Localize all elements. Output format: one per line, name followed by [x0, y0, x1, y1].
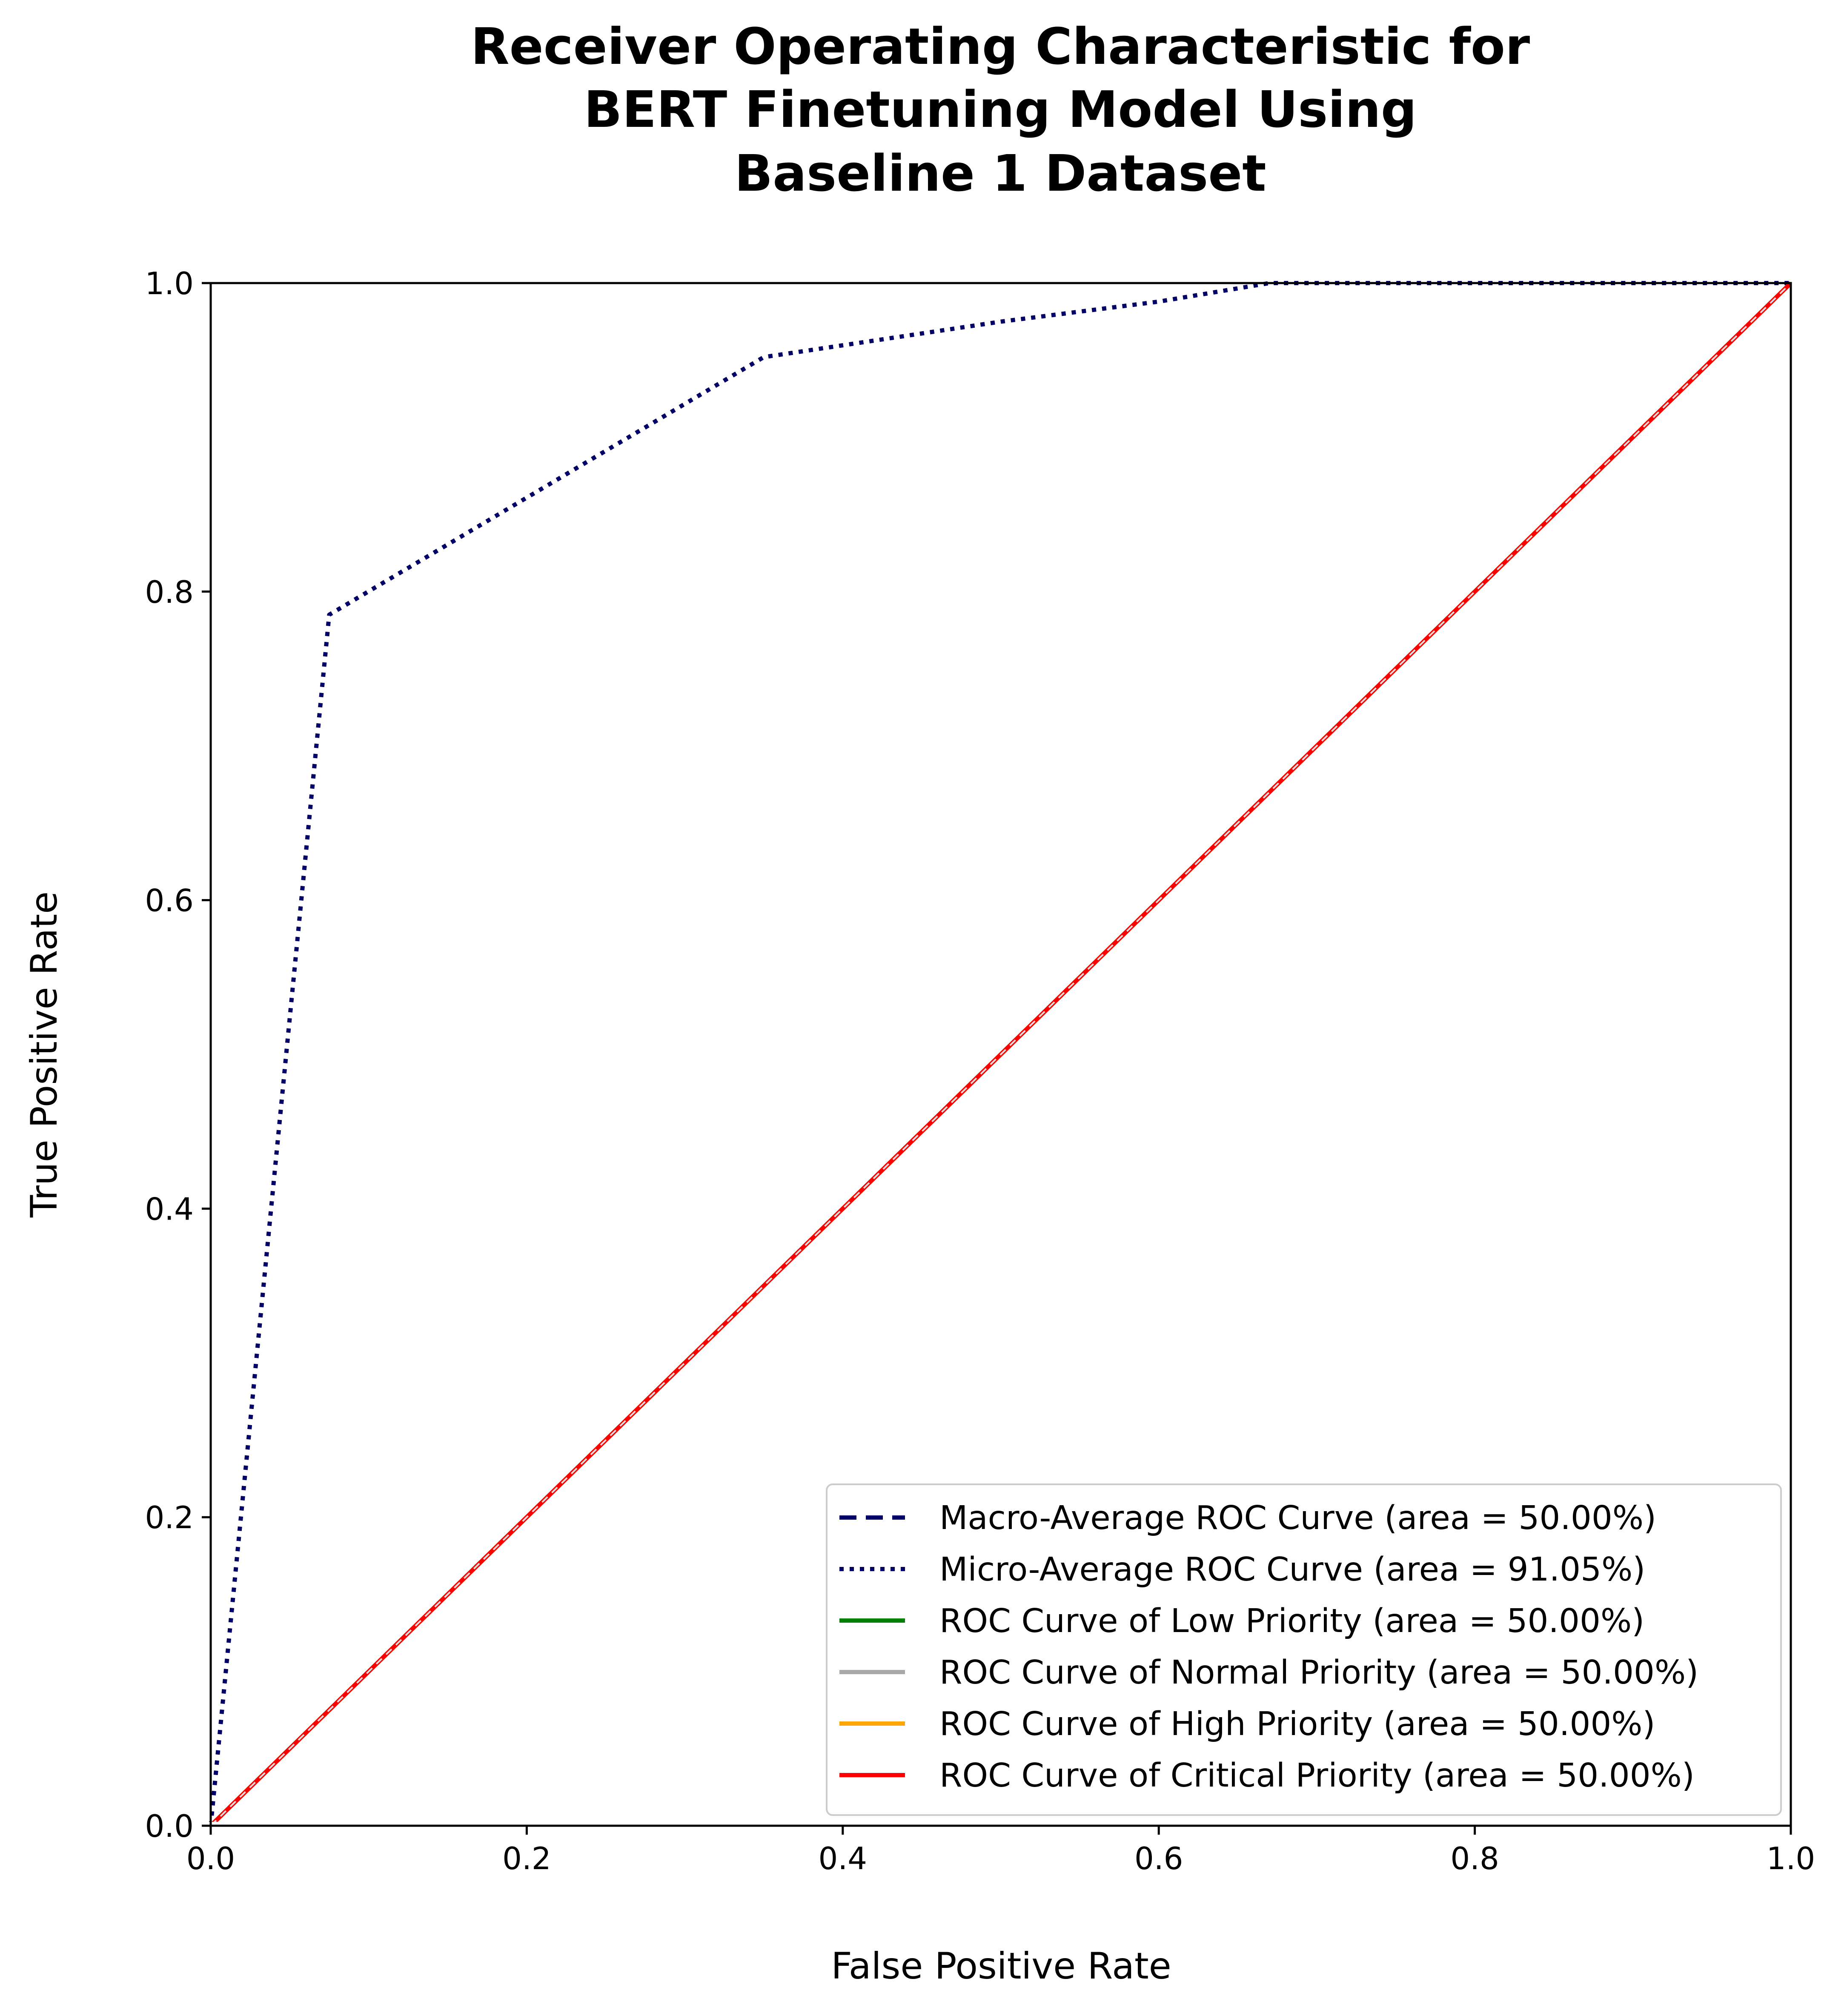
y-tick-label: 0.8: [145, 574, 194, 610]
y-tick-label: 1.0: [145, 266, 194, 301]
title-line-3: Baseline 1 Dataset: [734, 144, 1266, 203]
y-tick-label: 0.6: [145, 883, 194, 919]
x-tick-label: 0.6: [1134, 1841, 1183, 1876]
x-tick-label: 0.2: [502, 1841, 551, 1876]
legend-label-2: Micro-Average ROC Curve (area = 91.05%): [939, 1551, 1645, 1589]
y-tick-label: 0.4: [145, 1191, 194, 1227]
reference-line: [213, 282, 1790, 1822]
title-line-2: BERT Finetuning Model Using: [584, 80, 1417, 139]
x-tick-label: 0.8: [1450, 1841, 1499, 1876]
chart-title: Receiver Operating Characteristic for BE…: [471, 17, 1530, 203]
series-layer: [209, 281, 1790, 1822]
legend: Macro-Average ROC Curve (area = 50.00%) M…: [826, 1483, 1782, 1816]
y-axis-ticks: 0.0 0.2 0.4 0.6 0.8 1.0: [145, 266, 211, 1844]
legend-label-6: ROC Curve of Critical Priority (area = 5…: [939, 1757, 1695, 1795]
legend-label-4: ROC Curve of Normal Priority (area = 50.…: [939, 1654, 1698, 1692]
x-axis-ticks: 0.0 0.2 0.4 0.6 0.8 1.0: [186, 1826, 1816, 1876]
x-tick-label: 0.4: [819, 1841, 868, 1876]
legend-label-1: Macro-Average ROC Curve (area = 50.00%): [939, 1499, 1656, 1537]
x-tick-label: 0.0: [186, 1841, 235, 1876]
legend-label-5: ROC Curve of High Priority (area = 50.00…: [939, 1705, 1655, 1743]
legend-box: [826, 1483, 1782, 1816]
title-line-1: Receiver Operating Characteristic for: [471, 17, 1530, 76]
series-line-2: [209, 281, 1790, 1822]
plot-frame: [209, 282, 1792, 1827]
y-tick-label: 0.2: [145, 1500, 194, 1535]
x-tick-label: 1.0: [1767, 1841, 1816, 1876]
y-axis-label: True Positive Rate: [23, 891, 66, 1218]
y-tick-label: 0.0: [145, 1808, 194, 1844]
legend-label-3: ROC Curve of Low Priority (area = 50.00%…: [939, 1602, 1644, 1640]
x-axis-label: False Positive Rate: [831, 1945, 1171, 1987]
